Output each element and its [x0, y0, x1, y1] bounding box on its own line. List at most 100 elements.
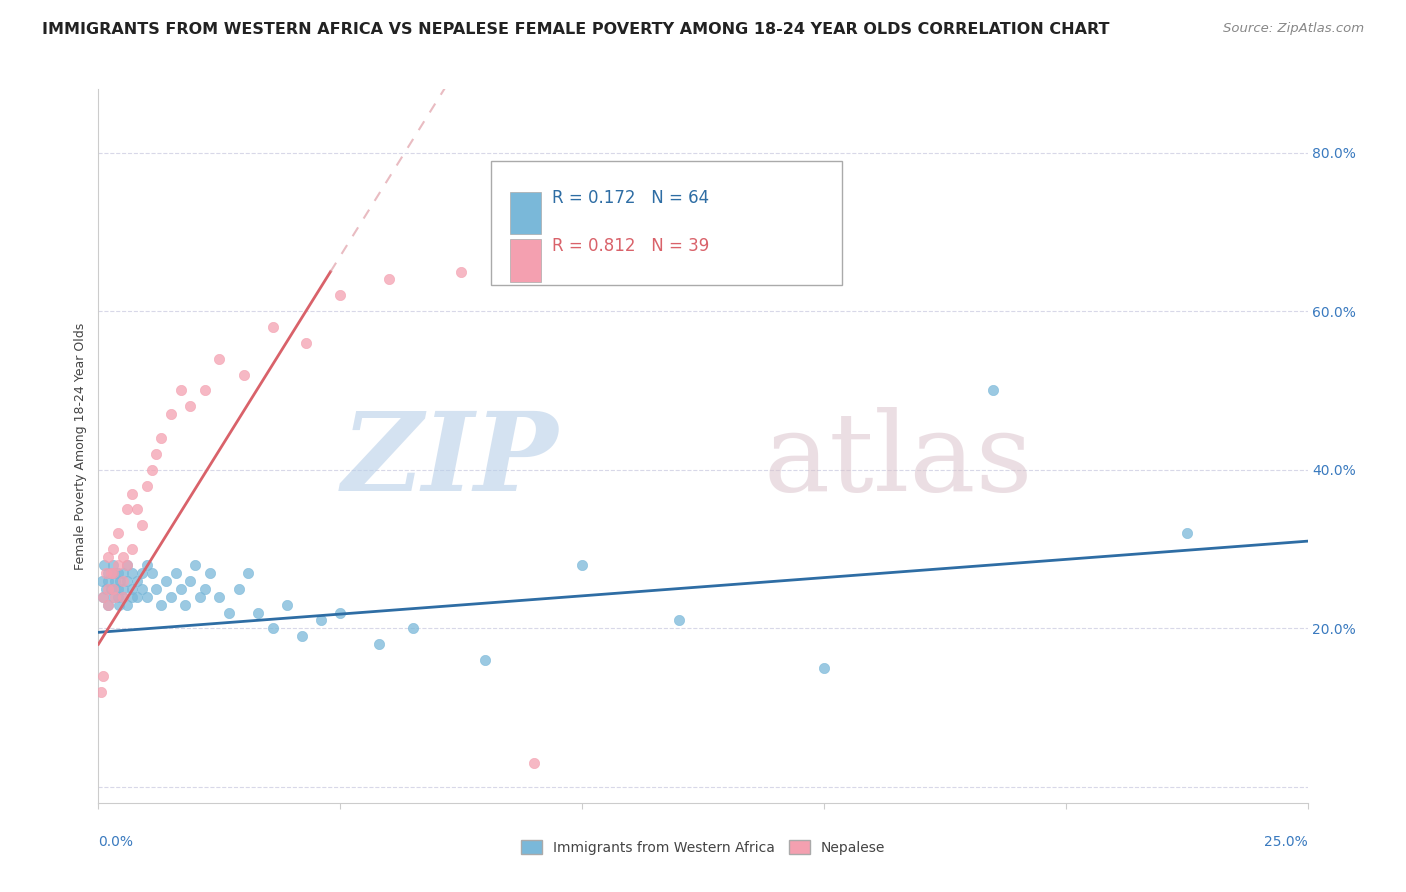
Point [571, 558, 593, 572]
FancyBboxPatch shape [509, 192, 541, 234]
Text: Source: ZipAtlas.com: Source: ZipAtlas.com [1223, 22, 1364, 36]
Point [91, 669, 114, 683]
Point [450, 264, 472, 278]
Text: 0.0%: 0.0% [98, 835, 134, 849]
Point [247, 606, 270, 620]
Point [97, 574, 120, 588]
Point [108, 574, 131, 588]
Point [127, 502, 149, 516]
Point [97, 582, 120, 596]
Point [94, 582, 117, 596]
Point [100, 582, 122, 596]
Point [309, 614, 332, 628]
Point [276, 598, 298, 612]
Point [813, 661, 835, 675]
Point [218, 606, 240, 620]
Point [104, 574, 127, 588]
Point [101, 582, 124, 596]
Point [97, 598, 120, 612]
Point [262, 320, 284, 334]
Point [107, 582, 129, 596]
Point [131, 582, 153, 596]
Point [101, 582, 124, 596]
Point [127, 574, 149, 588]
Point [91, 574, 114, 588]
Text: 25.0%: 25.0% [1264, 835, 1308, 849]
Point [188, 590, 211, 604]
Point [238, 566, 260, 580]
Point [295, 335, 318, 350]
Point [93, 558, 115, 572]
Point [402, 621, 425, 635]
Point [135, 590, 157, 604]
Point [169, 582, 191, 596]
Text: IMMIGRANTS FROM WESTERN AFRICA VS NEPALESE FEMALE POVERTY AMONG 18-24 YEAR OLDS : IMMIGRANTS FROM WESTERN AFRICA VS NEPALE… [42, 22, 1109, 37]
Point [135, 478, 157, 492]
Point [121, 590, 143, 604]
FancyBboxPatch shape [492, 161, 842, 285]
Point [329, 606, 352, 620]
Point [160, 590, 183, 604]
Point [184, 558, 207, 572]
Point [117, 598, 139, 612]
Point [150, 598, 173, 612]
Point [111, 590, 134, 604]
Point [91, 590, 114, 604]
Point [474, 653, 496, 667]
Point [523, 756, 546, 771]
Point [290, 629, 312, 643]
Point [198, 566, 221, 580]
Point [100, 566, 122, 580]
Text: atlas: atlas [763, 407, 1033, 514]
Point [145, 447, 167, 461]
Point [155, 574, 177, 588]
Point [107, 566, 129, 580]
Point [160, 407, 183, 421]
Point [111, 566, 134, 580]
Point [165, 566, 187, 580]
Point [121, 566, 143, 580]
Point [141, 566, 163, 580]
Point [111, 574, 134, 588]
Point [208, 351, 231, 366]
Point [131, 518, 153, 533]
Point [94, 566, 117, 580]
Point [104, 590, 127, 604]
Text: ZIP: ZIP [342, 407, 558, 514]
Point [150, 431, 173, 445]
Text: R = 0.172   N = 64: R = 0.172 N = 64 [551, 189, 709, 207]
Point [107, 590, 129, 604]
Point [194, 582, 217, 596]
Point [131, 566, 153, 580]
Point [107, 526, 129, 541]
Point [101, 542, 124, 557]
Point [101, 558, 124, 572]
Point [169, 384, 191, 398]
Point [377, 272, 399, 286]
Point [179, 574, 201, 588]
Point [107, 558, 129, 572]
Point [981, 384, 1004, 398]
Legend: Immigrants from Western Africa, Nepalese: Immigrants from Western Africa, Nepalese [516, 834, 890, 860]
Point [101, 566, 124, 580]
Point [145, 582, 167, 596]
Point [1175, 526, 1198, 541]
Point [91, 590, 114, 604]
Point [228, 582, 250, 596]
Point [117, 574, 139, 588]
Point [668, 614, 690, 628]
Point [97, 566, 120, 580]
Point [121, 486, 143, 500]
Point [117, 502, 139, 516]
Point [111, 582, 134, 596]
Point [111, 590, 134, 604]
Point [101, 590, 124, 604]
Point [101, 566, 124, 580]
FancyBboxPatch shape [509, 239, 541, 282]
Point [121, 582, 143, 596]
Point [121, 542, 143, 557]
Point [232, 368, 254, 382]
Point [111, 549, 134, 564]
Point [141, 463, 163, 477]
Point [117, 558, 139, 572]
